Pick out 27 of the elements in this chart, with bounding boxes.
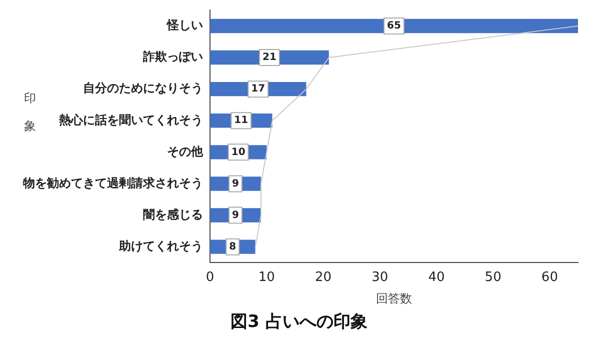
y-tick-label: 物を勧めてきて過剰請求されそう [22, 176, 203, 190]
x-axis-title: 回答数 [376, 292, 412, 306]
data-label: 10 [231, 146, 246, 158]
x-tick-label: 50 [484, 270, 502, 285]
data-label: 65 [387, 20, 401, 32]
y-tick-label: 詐欺っぽい [142, 50, 203, 64]
x-tick-label: 60 [541, 270, 558, 285]
y-tick-label: 自分のためになりそう [83, 81, 203, 96]
y-tick-label: その他 [167, 144, 204, 158]
x-tick-label: 10 [258, 270, 275, 285]
x-tick-label: 30 [372, 270, 388, 285]
y-tick-label: 熱心に話を聞いてくれそう [58, 112, 203, 127]
y-tick-label: 助けてくれそう [118, 238, 203, 253]
data-label: 9 [232, 210, 239, 221]
y-tick-label: 闇を感じる [143, 207, 203, 222]
data-label: 11 [234, 115, 248, 126]
y-axis-title: 印象 [24, 90, 37, 135]
data-label: 17 [251, 84, 266, 95]
x-tick-label: 20 [314, 270, 332, 285]
data-label: 8 [229, 241, 236, 252]
data-label: 9 [232, 178, 239, 190]
x-tick-label: 40 [428, 270, 445, 285]
y-tick-label: 怪しい [166, 18, 203, 32]
text: 図3 占いへの印象 [230, 312, 368, 332]
x-tick-label: 0 [206, 270, 214, 285]
bar [210, 18, 578, 34]
data-label: 21 [262, 52, 276, 64]
